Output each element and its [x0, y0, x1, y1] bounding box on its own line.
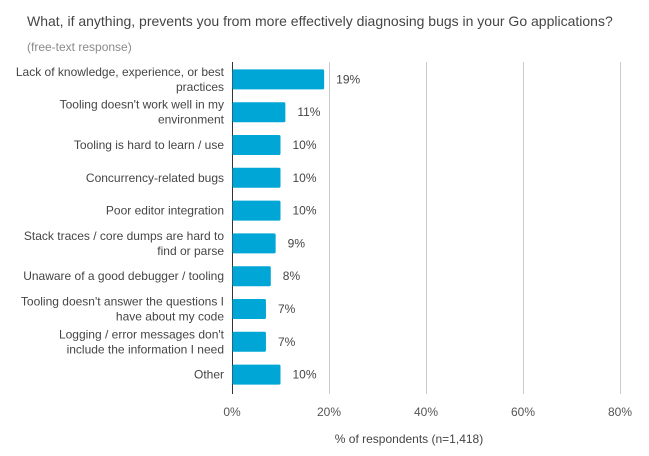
value-label: 11% — [297, 105, 320, 119]
category-label: Unaware of a good debugger / tooling — [23, 269, 224, 283]
x-axis-title: % of respondents (n=1,418) — [335, 432, 483, 446]
bar — [232, 299, 266, 319]
x-tick-label: 60% — [511, 405, 535, 419]
value-label: 10% — [293, 368, 317, 382]
bar — [232, 135, 281, 155]
x-tick-label: 0% — [223, 405, 241, 419]
value-label: 9% — [288, 236, 306, 250]
bar — [232, 102, 286, 123]
category-label: Concurrency-related bugs — [86, 171, 224, 185]
bar — [232, 364, 281, 385]
value-label: 10% — [293, 138, 317, 152]
value-label: 7% — [278, 302, 296, 316]
bar — [232, 69, 325, 90]
value-label: 10% — [293, 171, 317, 185]
value-label: 8% — [283, 269, 301, 283]
x-tick-label: 40% — [414, 405, 438, 419]
category-label: Poor editor integration — [106, 204, 224, 218]
chart-subtitle: (free-text response) — [27, 40, 132, 54]
bar — [232, 167, 281, 188]
category-labels: Lack of knowledge, experience, or best pr… — [16, 65, 225, 382]
bar — [232, 331, 266, 352]
category-label: Tooling is hard to learn / use — [74, 138, 224, 152]
value-label: 10% — [293, 204, 317, 218]
bar — [232, 200, 281, 221]
category-label: Other — [194, 368, 224, 382]
category-label: Lack of knowledge, experience, or best pr… — [16, 65, 225, 94]
value-labels: 19% 11% 10% 10% 10% 9% 8% 7% 7% 10% — [278, 72, 361, 381]
bar — [232, 233, 276, 254]
value-label: 7% — [278, 335, 296, 349]
x-tick-label: 80% — [608, 405, 632, 419]
category-label: Stack traces / core dumps are hard to fin… — [24, 229, 224, 258]
bars — [232, 69, 325, 385]
bar — [232, 266, 271, 287]
category-label: Tooling doesn't work well in my environme… — [60, 98, 225, 127]
value-label: 19% — [336, 72, 360, 86]
x-tick-labels: 0% 20% 40% 60% 80% — [223, 405, 632, 419]
x-tick-label: 20% — [317, 405, 341, 419]
category-label: Logging / error messages don't include th… — [59, 327, 225, 356]
chart-title: What, if anything, prevents you from mor… — [27, 13, 613, 29]
